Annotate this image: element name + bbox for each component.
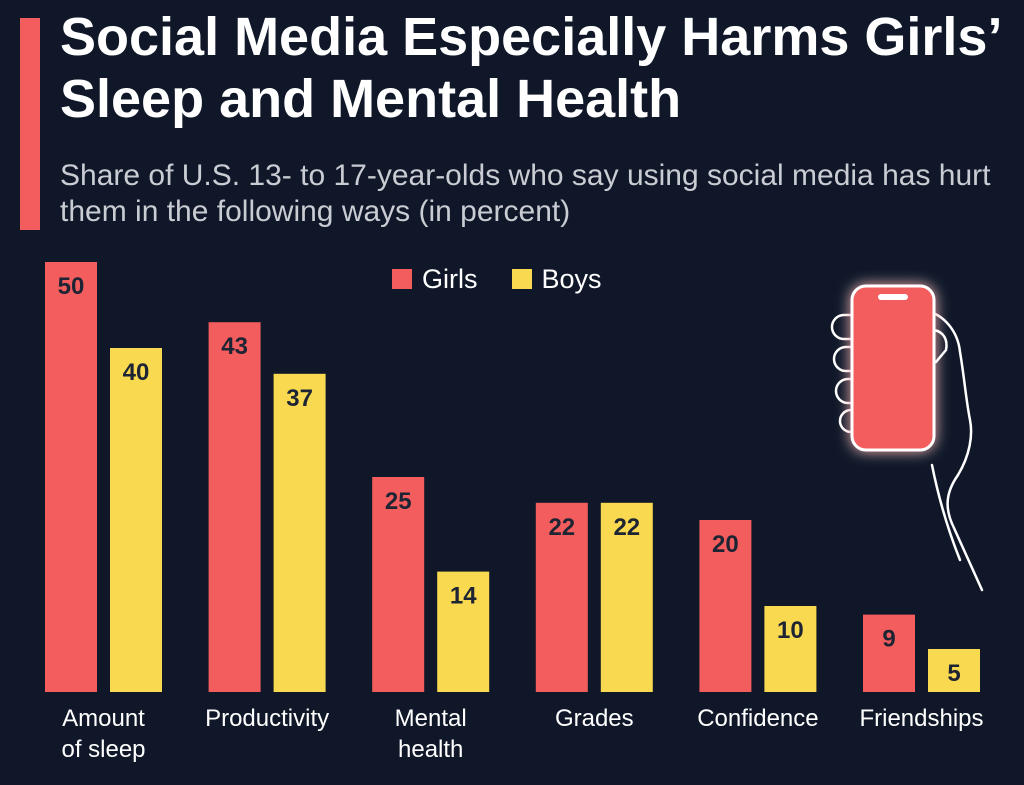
category-label-3: Grades <box>555 705 634 732</box>
bar-girls-5 <box>863 614 915 692</box>
bar-value-label-girls-0: 50 <box>58 273 85 300</box>
bar-boys-5 <box>928 649 980 692</box>
legend-swatch-girls <box>392 269 412 289</box>
accent-bar <box>20 18 40 230</box>
chart-title: Social Media Especially Harms Girls’ Sle… <box>60 7 1000 129</box>
category-label-5: Friendships <box>859 705 983 732</box>
legend-item-boys: Boys <box>511 263 602 295</box>
category-label-0: Amount of sleep <box>61 705 145 763</box>
legend-swatch-boys <box>511 269 532 289</box>
bar-value-label-boys-4: 10 <box>777 617 804 644</box>
bar-girls-4 <box>699 520 752 692</box>
bar-girls-2 <box>372 477 425 692</box>
bar-girls-3 <box>535 502 588 692</box>
bar-boys-0 <box>110 348 162 692</box>
bar-value-label-boys-0: 40 <box>123 359 150 386</box>
bar-value-label-boys-5: 5 <box>947 660 960 687</box>
category-label-4: Confidence <box>697 705 818 732</box>
bar-boys-4 <box>764 606 817 692</box>
legend-item-girls: Girls <box>392 264 478 295</box>
bar-value-label-girls-2: 25 <box>385 488 412 515</box>
bar-value-label-girls-3: 22 <box>548 514 575 541</box>
bar-value-label-girls-1: 43 <box>221 333 248 360</box>
bar-value-label-boys-1: 37 <box>286 385 313 412</box>
legend-label-girls: Girls <box>422 263 478 294</box>
hand-holding-phone-icon <box>820 270 1010 605</box>
bar-girls-0 <box>45 262 97 692</box>
bar-boys-2 <box>437 571 490 692</box>
bar-value-label-boys-3: 22 <box>613 514 640 541</box>
category-label-2: Mental health <box>395 705 467 763</box>
bar-value-label-girls-5: 9 <box>882 626 895 653</box>
bar-value-label-boys-2: 14 <box>450 583 477 610</box>
legend-label-boys: Boys <box>541 263 602 294</box>
bar-girls-1 <box>208 322 261 692</box>
legend: Girls Boys <box>392 262 636 296</box>
chart-subtitle: Share of U.S. 13- to 17-year-olds who sa… <box>60 159 991 228</box>
category-label-1: Productivity <box>205 705 329 732</box>
bar-value-label-girls-4: 20 <box>712 531 739 558</box>
bar-boys-3 <box>600 502 653 692</box>
bar-boys-1 <box>273 373 326 692</box>
